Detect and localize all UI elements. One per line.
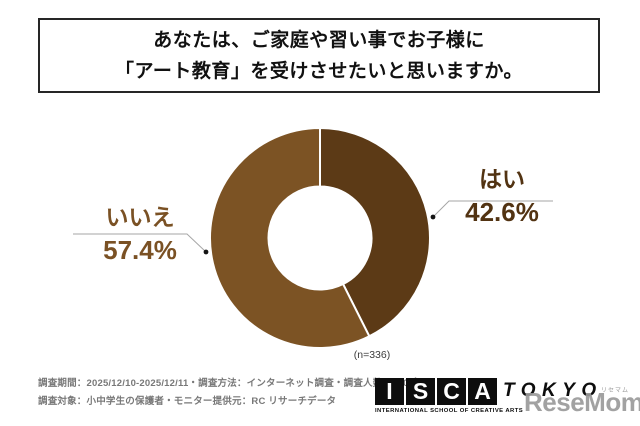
segment-label-yes: はい 42.6% [444, 166, 560, 226]
leader-line-no [73, 233, 207, 253]
segment-label-yes-value: 42.6% [465, 197, 539, 227]
isca-letter-s: S [406, 378, 435, 405]
survey-question-box: あなたは、ご家庭や習い事でお子様に 「アート教育」を受けさせたいと思いますか。 [38, 18, 600, 93]
survey-notes: 調査期間：2025/12/10-2025/12/11・調査方法：インターネット調… [38, 375, 421, 410]
leader-dot-no [203, 249, 209, 255]
resemom-logo: ReseMom. [524, 387, 640, 417]
isca-letter-i: I [375, 378, 404, 405]
donut-segment-yes [319, 126, 431, 338]
resemom-furigana: リセマム [601, 388, 630, 394]
sample-size-label: (n=336) [353, 349, 391, 361]
segment-label-yes-name: はい [479, 166, 525, 192]
donut-segment-no [209, 126, 371, 349]
leader-line-yes [432, 200, 553, 218]
segment-label-no-name: いいえ [105, 204, 175, 230]
survey-question-line2: 「アート教育」を受けさせたいと思いますか。 [115, 60, 523, 82]
isca-letter-a: A [468, 378, 497, 405]
segment-label-no-value: 57.4% [103, 235, 177, 265]
survey-notes-line2: 調査対象：小中学生の保護者・モニター提供元：RC リサーチデータ [38, 395, 337, 407]
survey-question-line1: あなたは、ご家庭や習い事でお子様に [153, 29, 485, 51]
survey-notes-line1: 調査期間：2025/12/10-2025/12/11・調査方法：インターネット調… [38, 378, 422, 389]
isca-logo: I S C A INTERNATIONAL SCHOOL OF CREATIVE… [375, 378, 523, 414]
isca-tokyo-text: TOKYO [503, 380, 603, 401]
leader-dot-yes [430, 214, 436, 220]
donut-chart [209, 126, 431, 349]
isca-tagline: INTERNATIONAL SCHOOL OF CREATIVE ARTS [375, 407, 524, 414]
isca-letter-c: C [437, 378, 466, 405]
segment-label-no: いいえ 57.4% [82, 204, 198, 264]
isca-logo-squares: I S C A [375, 378, 523, 405]
